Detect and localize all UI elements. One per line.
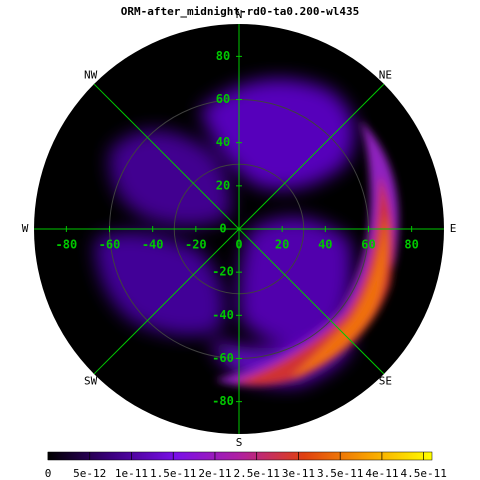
compass-label: NW xyxy=(84,69,98,82)
axes: -80 -60 -40 -20 0 20 40 60 80806040200-20-40-60-… xyxy=(34,24,444,434)
compass-label: E xyxy=(450,222,457,235)
x-tick-label: -20 xyxy=(185,238,207,252)
compass-label: S xyxy=(236,436,243,449)
colorbar-tick-label: 0 xyxy=(45,467,52,480)
y-tick-label: 20 xyxy=(216,178,230,192)
y-tick-label: 40 xyxy=(216,135,230,149)
x-tick-label: -60 xyxy=(99,238,121,252)
colorbar xyxy=(47,451,433,461)
colorbar-tick-label: 1.5e-11 xyxy=(150,467,196,480)
colorbar-tick-label: 4e-11 xyxy=(365,467,398,480)
y-tick-label: 60 xyxy=(216,92,230,106)
x-tick-label: 20 xyxy=(275,238,289,252)
compass-label: NE xyxy=(379,69,392,82)
y-tick-label: 80 xyxy=(216,49,230,63)
compass-label: SE xyxy=(379,374,392,387)
x-tick-label: 80 xyxy=(404,238,418,252)
colorbar-tick-label: 5e-12 xyxy=(73,467,106,480)
colorbar-tick-label: 4.5e-11 xyxy=(400,467,446,480)
x-tick-label: -40 xyxy=(142,238,164,252)
colorbar-tick-label: 2.5e-11 xyxy=(234,467,280,480)
chart-title: ORM-after_midnight-rd0-ta0.200-wl435 xyxy=(121,5,359,18)
x-tick-label: 40 xyxy=(318,238,332,252)
colorbar-tick-label: 3.5e-11 xyxy=(317,467,363,480)
compass-label: N xyxy=(236,8,243,21)
y-tick-label: -80 xyxy=(212,394,234,408)
x-tick-label: 60 xyxy=(361,238,375,252)
x-tick-label: -80 xyxy=(56,238,78,252)
colorbar-tick-label: 3e-11 xyxy=(282,467,315,480)
compass-label: SW xyxy=(84,374,98,387)
compass-label: W xyxy=(22,222,29,235)
y-tick-label: -60 xyxy=(212,351,234,365)
y-tick-label: -20 xyxy=(212,265,234,279)
x-tick-label: 0 xyxy=(235,238,242,252)
y-tick-label: 0 xyxy=(219,222,226,236)
colorbar-tick-label: 1e-11 xyxy=(115,467,148,480)
y-tick-label: -40 xyxy=(212,308,234,322)
colorbar-tick-label: 2e-11 xyxy=(198,467,231,480)
